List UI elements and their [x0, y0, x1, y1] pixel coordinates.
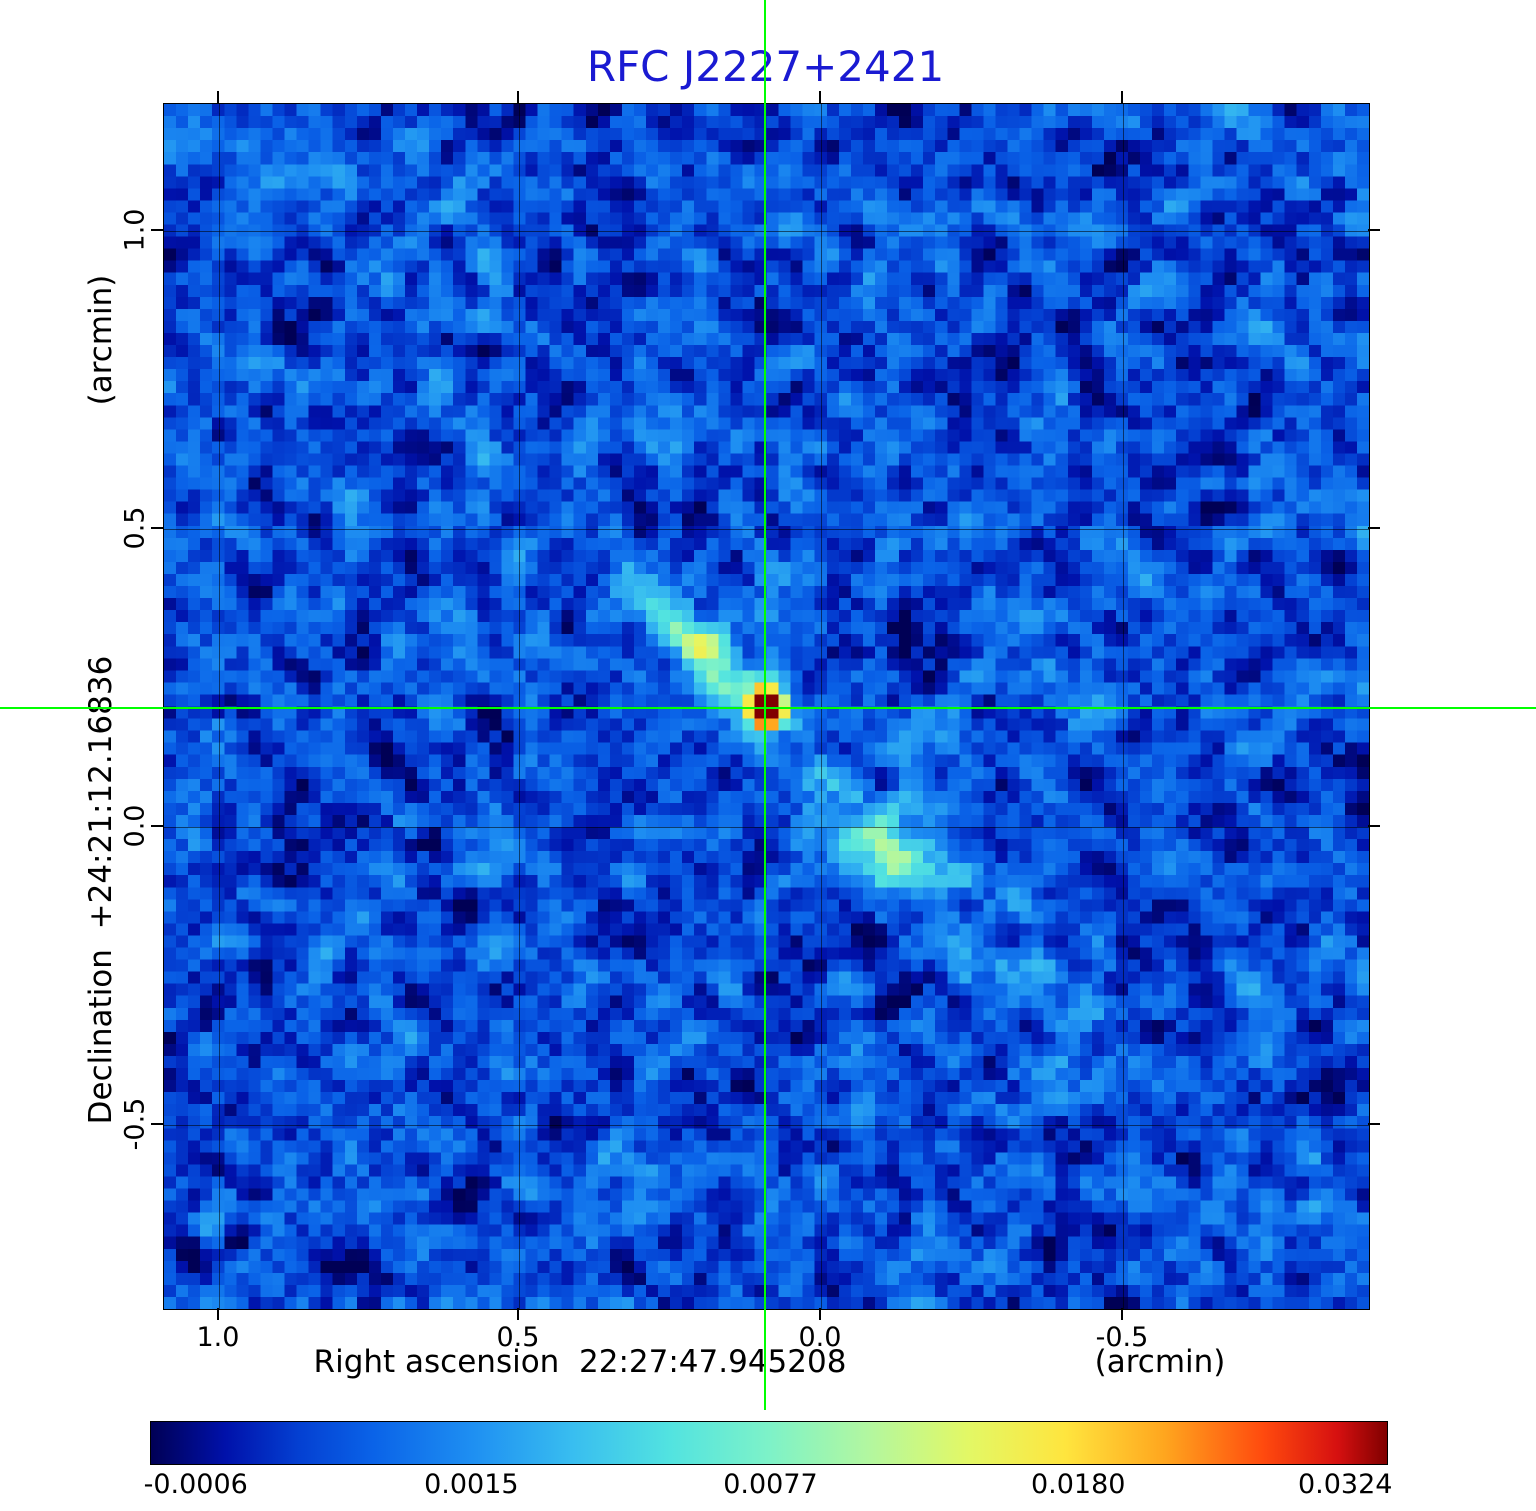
y-grid-line	[164, 529, 1369, 530]
x-grid-line	[218, 104, 220, 1309]
y-tick-label: 0.5	[119, 506, 151, 550]
y-grid-line	[164, 231, 1369, 232]
x-tick-mark-top	[216, 91, 219, 103]
y-tick-label: 1.0	[119, 208, 151, 252]
x-grid-line	[820, 104, 822, 1309]
y-tick-mark-left	[151, 527, 163, 529]
x-tick-mark-top	[818, 91, 821, 103]
x-grid-line	[1122, 104, 1124, 1309]
x-tick-label: 0.5	[496, 1322, 540, 1353]
colorbar-tick-label: 0.0015	[424, 1469, 519, 1500]
x-tick-mark-bottom	[516, 1308, 519, 1320]
y-tick-mark-left	[151, 229, 163, 231]
x-tick-mark-bottom	[216, 1308, 219, 1320]
crosshair-horizontal-line	[0, 706, 1536, 709]
y-tick-mark-right	[1368, 527, 1380, 529]
x-tick-label: 1.0	[196, 1322, 240, 1353]
colorbar-tick-label: 0.0180	[1030, 1469, 1126, 1500]
colorbar-tick-label: -0.0006	[143, 1469, 248, 1500]
x-tick-label: -0.5	[1095, 1322, 1149, 1353]
y-grid-line	[164, 827, 1369, 828]
y-tick-label: 0.0	[119, 804, 151, 848]
y-tick-mark-left	[151, 825, 163, 827]
y-tick-mark-right	[1368, 1122, 1380, 1125]
x-tick-mark-top	[516, 91, 519, 103]
y-tick-mark-left	[151, 1122, 163, 1125]
crosshair-vertical-line	[764, 0, 767, 1410]
y-grid-line	[164, 1124, 1369, 1126]
colorbar-tick-label: 0.0324	[1297, 1469, 1393, 1500]
y-axis-unit-label: (arcmin)	[83, 274, 119, 406]
sky-map-plot	[163, 103, 1370, 1310]
x-tick-mark-top	[1120, 91, 1123, 103]
x-axis-unit-label: (arcmin)	[1094, 1344, 1226, 1380]
x-axis-label: Right ascension 22:27:47.945208	[313, 1344, 847, 1380]
y-axis-label: Declination +24:21:12.16836	[83, 655, 119, 1125]
y-tick-mark-right	[1368, 825, 1380, 827]
y-tick-label: -0.5	[119, 1097, 151, 1151]
y-tick-mark-right	[1368, 229, 1380, 231]
colorbar	[150, 1421, 1388, 1465]
x-grid-line	[518, 104, 520, 1309]
x-tick-mark-bottom	[818, 1308, 821, 1320]
sky-map-canvas	[164, 104, 1369, 1309]
x-tick-label: 0.0	[798, 1322, 842, 1353]
colorbar-tick-label: 0.0077	[723, 1469, 818, 1500]
x-tick-mark-bottom	[1120, 1308, 1123, 1320]
